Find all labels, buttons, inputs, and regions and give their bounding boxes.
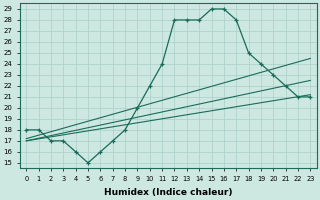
X-axis label: Humidex (Indice chaleur): Humidex (Indice chaleur) bbox=[104, 188, 233, 197]
